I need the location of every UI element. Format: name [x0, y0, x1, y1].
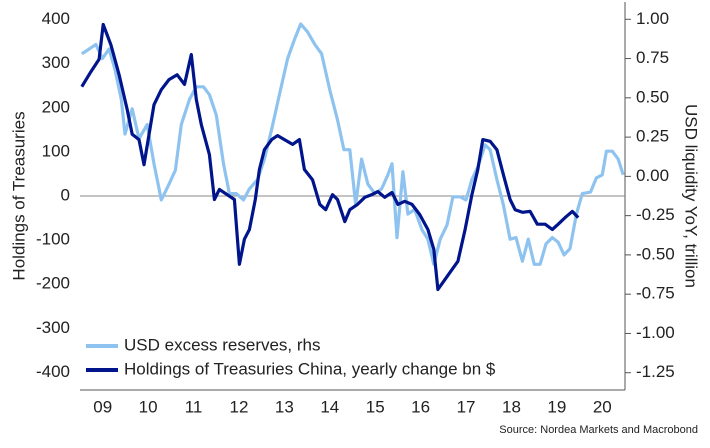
x-tick-label: 10: [139, 397, 158, 416]
y-tick-label: -400: [36, 362, 70, 381]
y2-tick-label: 0.00: [636, 166, 669, 185]
y-tick-label: 100: [42, 141, 70, 160]
y2-tick-label: -0.25: [636, 205, 675, 224]
legend-box: [82, 334, 512, 382]
y-tick-label: -300: [36, 318, 70, 337]
legend-label: USD excess reserves, rhs: [124, 335, 321, 354]
source-note: Source: Nordea Markets and Macrobond: [499, 424, 698, 436]
y2-tick-label: 0.50: [636, 87, 669, 106]
y2-tick-label: 1.00: [636, 9, 669, 28]
series-line: [80, 22, 625, 266]
y-tick-label: 400: [42, 9, 70, 28]
y2-tick-label: 0.25: [636, 127, 669, 146]
y-tick-label: -200: [36, 274, 70, 293]
x-tick-label: 15: [366, 397, 385, 416]
y2-tick-label: -0.50: [636, 244, 675, 263]
y-tick-label: 0: [61, 185, 70, 204]
series-line: [80, 22, 580, 292]
y2-axis-label: USD liquidity YoY, trillion: [682, 104, 701, 288]
x-tick-label: 13: [275, 397, 294, 416]
x-tick-label: 11: [185, 397, 203, 416]
y-tick-label: 200: [42, 97, 70, 116]
x-tick-label: 12: [229, 397, 248, 416]
x-tick-label: 20: [593, 397, 612, 416]
y-axis-label: Holdings of Treasuries: [9, 111, 28, 280]
y-tick-label: -100: [36, 230, 70, 249]
y2-tick-label: -0.75: [636, 284, 675, 303]
y2-tick-label: -1.00: [636, 323, 675, 342]
x-tick-label: 14: [320, 397, 339, 416]
x-tick-label: 19: [547, 397, 566, 416]
x-tick-label: 17: [457, 397, 476, 416]
legend-label: Holdings of Treasuries China, yearly cha…: [124, 359, 496, 378]
y2-tick-label: -1.25: [636, 362, 675, 381]
x-tick-label: 16: [411, 397, 430, 416]
x-tick-label: 09: [93, 397, 112, 416]
x-tick-label: 18: [502, 397, 521, 416]
y-tick-label: 300: [42, 53, 70, 72]
y2-tick-label: 0.75: [636, 48, 669, 67]
